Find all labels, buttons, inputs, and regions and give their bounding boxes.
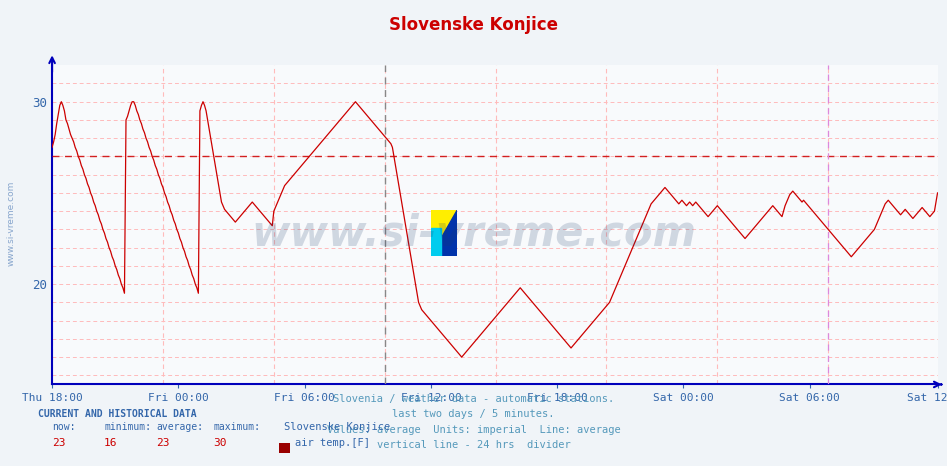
Text: Slovenia / weather data - automatic stations.: Slovenia / weather data - automatic stat… (333, 394, 614, 404)
Text: 23: 23 (52, 438, 65, 448)
Polygon shape (431, 228, 441, 256)
Text: www.si-vreme.com: www.si-vreme.com (7, 181, 16, 267)
Text: now:: now: (52, 422, 76, 432)
Text: maximum:: maximum: (213, 422, 260, 432)
Text: Slovenske Konjice: Slovenske Konjice (284, 422, 390, 432)
Text: 30: 30 (213, 438, 226, 448)
Text: 16: 16 (104, 438, 117, 448)
Text: Slovenske Konjice: Slovenske Konjice (389, 16, 558, 34)
Text: 23: 23 (156, 438, 170, 448)
Polygon shape (431, 210, 457, 256)
Text: average:: average: (156, 422, 204, 432)
Text: CURRENT AND HISTORICAL DATA: CURRENT AND HISTORICAL DATA (38, 409, 197, 419)
Text: www.si-vreme.com: www.si-vreme.com (251, 212, 696, 254)
Text: air temp.[F]: air temp.[F] (295, 438, 370, 448)
Text: minimum:: minimum: (104, 422, 152, 432)
Polygon shape (431, 210, 457, 256)
Text: last two days / 5 minutes.: last two days / 5 minutes. (392, 409, 555, 419)
Text: vertical line - 24 hrs  divider: vertical line - 24 hrs divider (377, 440, 570, 450)
Text: Values: average  Units: imperial  Line: average: Values: average Units: imperial Line: av… (327, 425, 620, 434)
